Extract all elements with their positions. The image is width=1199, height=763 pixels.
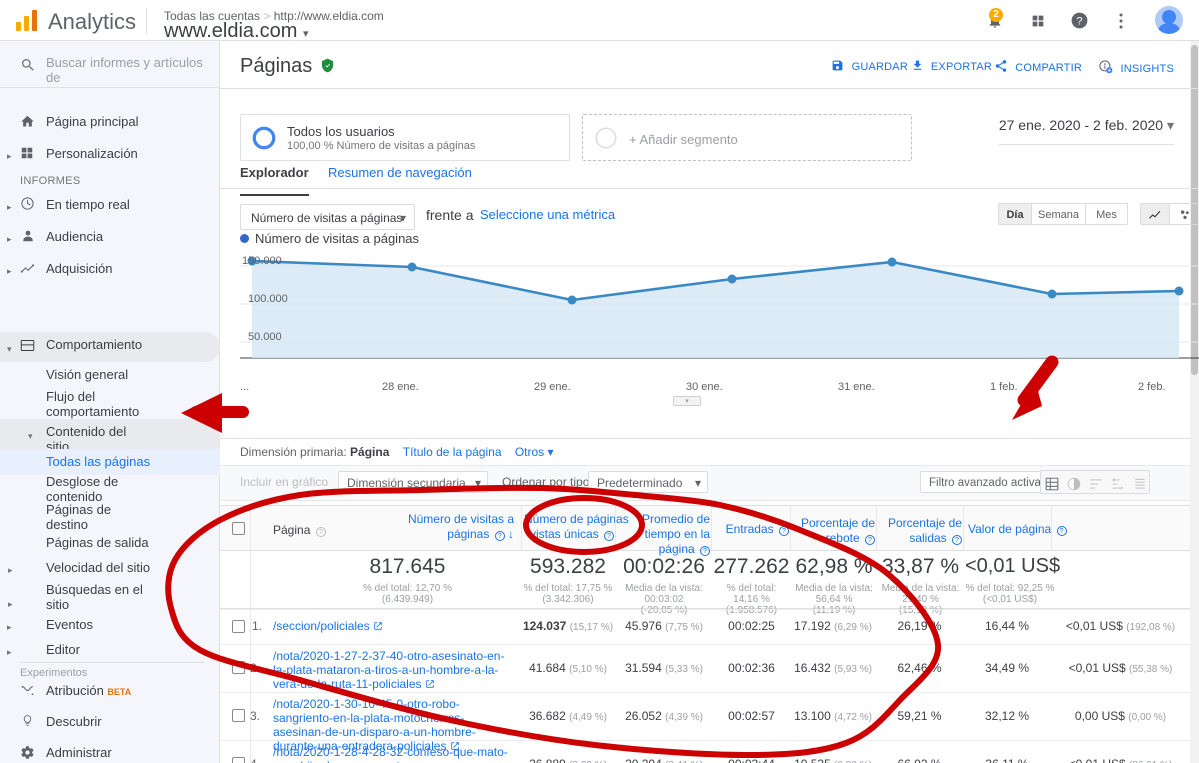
svg-text:?: ? (1076, 15, 1082, 27)
